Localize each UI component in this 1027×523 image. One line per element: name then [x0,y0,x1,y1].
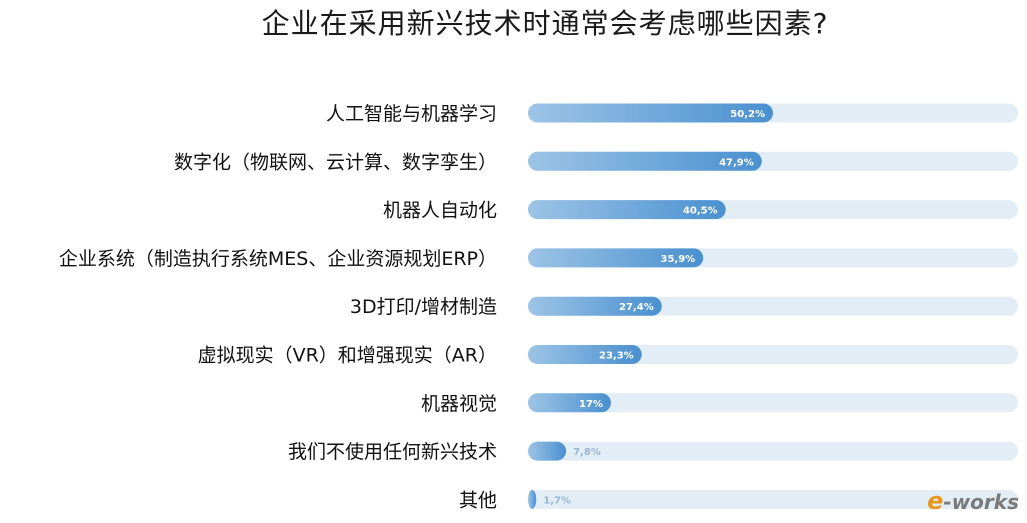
data-label: 23,3% [599,351,634,362]
bar [528,248,704,268]
data-label: 1,7% [543,495,571,506]
category-label: 我们不使用任何新兴技术 [288,441,497,463]
data-label: 50,2% [730,109,765,120]
category-label: 虚拟现实（VR）和增强现实（AR） [198,345,497,367]
category-label: 3D打印/增材制造 [350,296,497,318]
bar [528,345,642,364]
category-label: 数字化（物联网、云计算、数字孪生） [174,151,497,173]
category-label: 机器人自动化 [383,200,497,222]
bar-track [528,489,1018,509]
data-label: 17% [579,399,603,410]
data-label: 7,8% [573,447,601,458]
category-label: 人工智能与机器学习 [326,103,497,125]
bar-track [528,345,1018,364]
bar [528,200,726,220]
data-label: 47,9% [719,157,754,168]
data-label: 40,5% [683,206,718,217]
bar [528,393,611,413]
category-label: 企业系统（制造执行系统MES、企业资源规划ERP） [59,248,497,270]
bar [528,489,537,509]
bar [528,151,762,171]
category-label: 机器视觉 [421,393,497,415]
bar-track [528,393,1018,413]
bar [528,296,662,316]
category-label: 其他 [459,489,497,511]
bar [528,441,567,461]
bar-track [528,441,1018,461]
bar [528,103,773,123]
data-label: 35,9% [661,254,696,265]
eworks-watermark-logo: e-works [927,487,1019,515]
data-label: 27,4% [619,302,654,313]
chart-title: 企业在采用新兴技术时通常会考虑哪些因素? [261,7,829,40]
